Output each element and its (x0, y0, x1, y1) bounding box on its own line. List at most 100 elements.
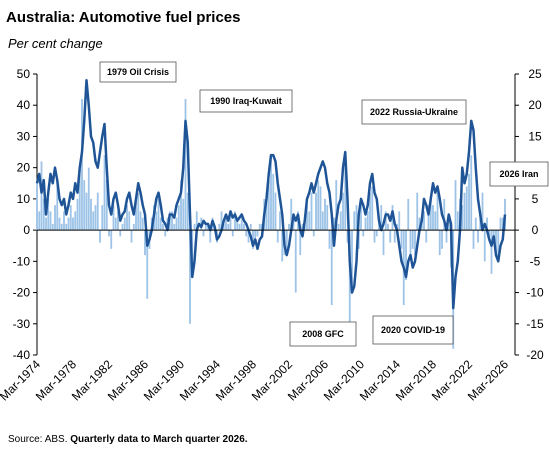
bar (389, 230, 392, 243)
bar (355, 205, 358, 231)
bar (175, 217, 178, 231)
bar (346, 230, 349, 243)
bar (180, 180, 182, 231)
bar (240, 217, 243, 231)
y2-tick-label: -15 (526, 317, 544, 331)
y-tick-label: 50 (17, 67, 31, 81)
bar (101, 205, 104, 231)
bar (189, 230, 191, 324)
bar (72, 217, 74, 231)
bar (112, 205, 115, 231)
bar (328, 230, 331, 249)
bar (274, 192, 277, 231)
bar (353, 211, 356, 231)
bar (218, 223, 221, 231)
bar (335, 180, 338, 231)
bar (243, 223, 245, 231)
annotation-box (99, 61, 177, 83)
bar (387, 223, 389, 231)
bar (409, 230, 412, 256)
bar (245, 230, 248, 237)
bar (438, 230, 441, 256)
bar (456, 211, 459, 231)
bar (123, 217, 126, 231)
bar (306, 205, 308, 231)
bar (171, 211, 173, 231)
y-tick-label: 10 (17, 192, 31, 206)
bar (130, 230, 133, 243)
bar (339, 211, 342, 231)
bar (461, 205, 464, 231)
bar (470, 155, 473, 231)
bar (135, 198, 137, 231)
bar (375, 230, 378, 237)
bar (463, 192, 466, 231)
y2-tick-label: 25 (528, 67, 542, 81)
bar (54, 205, 56, 231)
bar (74, 211, 77, 231)
bar (324, 198, 326, 231)
bar (186, 192, 189, 231)
bar (69, 205, 72, 231)
bar (90, 198, 92, 231)
bar (36, 180, 38, 231)
bar (81, 98, 83, 231)
bar (252, 230, 254, 249)
bar (87, 167, 90, 231)
bar (308, 211, 311, 231)
bar (49, 211, 52, 231)
annotation: 1990 Iraq-Kuwait (210, 96, 282, 106)
bar (40, 161, 43, 231)
bar (362, 230, 365, 237)
bar (317, 180, 320, 231)
bar (351, 230, 353, 287)
bar (326, 205, 329, 231)
bar (58, 217, 61, 231)
bar (285, 230, 288, 249)
bar (481, 192, 484, 231)
bar (337, 223, 340, 231)
bar (290, 198, 293, 231)
bar (477, 230, 479, 243)
bar (114, 217, 117, 231)
bar (454, 180, 457, 231)
annotation-box (289, 321, 357, 347)
bar (193, 223, 196, 231)
bar (501, 217, 504, 231)
y-tick-label: 30 (17, 129, 31, 143)
bar (436, 192, 439, 231)
bar (65, 223, 68, 231)
bar (319, 186, 322, 231)
bar (434, 211, 437, 231)
bar (416, 192, 419, 231)
bar (299, 230, 302, 256)
bar (465, 186, 468, 231)
bar (141, 217, 144, 231)
bar (369, 192, 371, 231)
bar (292, 217, 295, 231)
note: Quarterly data to March quarter 2026. (70, 434, 248, 445)
annotation: 2022 Russia-Ukraine (370, 107, 458, 117)
bar (225, 217, 227, 231)
bar (63, 211, 65, 231)
bar (474, 217, 477, 231)
bar (490, 230, 493, 274)
bar (99, 230, 101, 243)
source-text: Source: ABS. (8, 434, 67, 445)
bar (443, 198, 446, 231)
y-tick-label: 40 (17, 98, 31, 112)
y-tick-label: -30 (13, 317, 31, 331)
annotation-box (489, 161, 549, 187)
bar (371, 186, 374, 231)
bar (137, 192, 140, 231)
bar (162, 223, 164, 231)
bar (42, 198, 45, 231)
bar (204, 223, 207, 231)
bar (276, 230, 279, 243)
bar (425, 230, 428, 243)
chart-title: Australia: Automotive fuel prices (6, 9, 241, 26)
subtitle: Per cent change (8, 36, 103, 51)
y-tick-label: -40 (13, 348, 31, 362)
